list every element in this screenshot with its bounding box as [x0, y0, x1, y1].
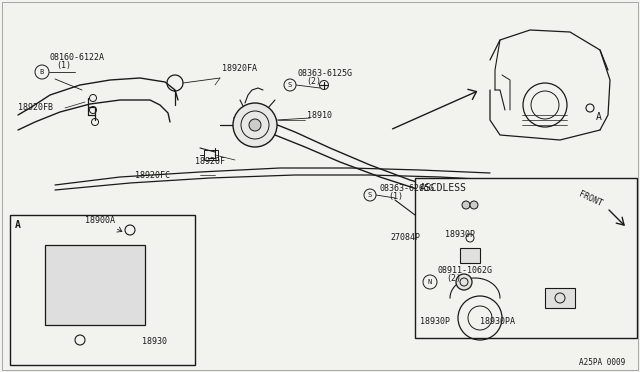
Text: (1): (1): [56, 61, 71, 70]
Text: 18900A: 18900A: [85, 216, 115, 225]
Text: 18930P: 18930P: [420, 317, 450, 326]
Text: 18920FB: 18920FB: [18, 103, 53, 112]
Text: ASCDLESS: ASCDLESS: [420, 183, 467, 193]
Circle shape: [284, 79, 296, 91]
Text: 08363-6265G: 08363-6265G: [380, 184, 435, 193]
Circle shape: [249, 119, 261, 131]
Text: S: S: [368, 192, 372, 198]
Text: (2): (2): [446, 274, 461, 283]
Circle shape: [423, 275, 437, 289]
Text: 18920FA: 18920FA: [222, 64, 257, 73]
Circle shape: [462, 201, 470, 209]
Circle shape: [470, 201, 478, 209]
Text: (2): (2): [306, 77, 321, 86]
Text: 18920FC: 18920FC: [135, 170, 170, 180]
Text: 08363-6125G: 08363-6125G: [298, 69, 353, 78]
Text: A25PA 0009: A25PA 0009: [579, 358, 625, 367]
Text: FRONT: FRONT: [577, 190, 604, 209]
Text: S: S: [288, 82, 292, 88]
Bar: [460, 248, 480, 263]
Circle shape: [456, 274, 472, 290]
Text: 18930P: 18930P: [445, 230, 475, 239]
Text: A: A: [15, 220, 21, 230]
Bar: [415, 178, 637, 338]
Circle shape: [35, 65, 49, 79]
Bar: [10, 215, 195, 365]
Text: (1): (1): [388, 192, 403, 201]
Bar: [45, 245, 145, 325]
Text: N: N: [428, 279, 432, 285]
Bar: [450, 215, 505, 267]
Text: A: A: [596, 112, 602, 122]
Text: 18920F: 18920F: [195, 157, 225, 166]
Text: 27084P: 27084P: [390, 234, 420, 243]
Circle shape: [233, 103, 277, 147]
Bar: [204, 150, 218, 160]
Text: 18930: 18930: [142, 337, 167, 346]
Text: 08911-1062G: 08911-1062G: [438, 266, 493, 275]
Bar: [545, 288, 575, 308]
Text: 18930PA: 18930PA: [480, 317, 515, 326]
Text: B: B: [40, 69, 44, 75]
Text: 18910: 18910: [307, 112, 332, 121]
Circle shape: [364, 189, 376, 201]
Text: 08160-6122A: 08160-6122A: [50, 53, 105, 62]
